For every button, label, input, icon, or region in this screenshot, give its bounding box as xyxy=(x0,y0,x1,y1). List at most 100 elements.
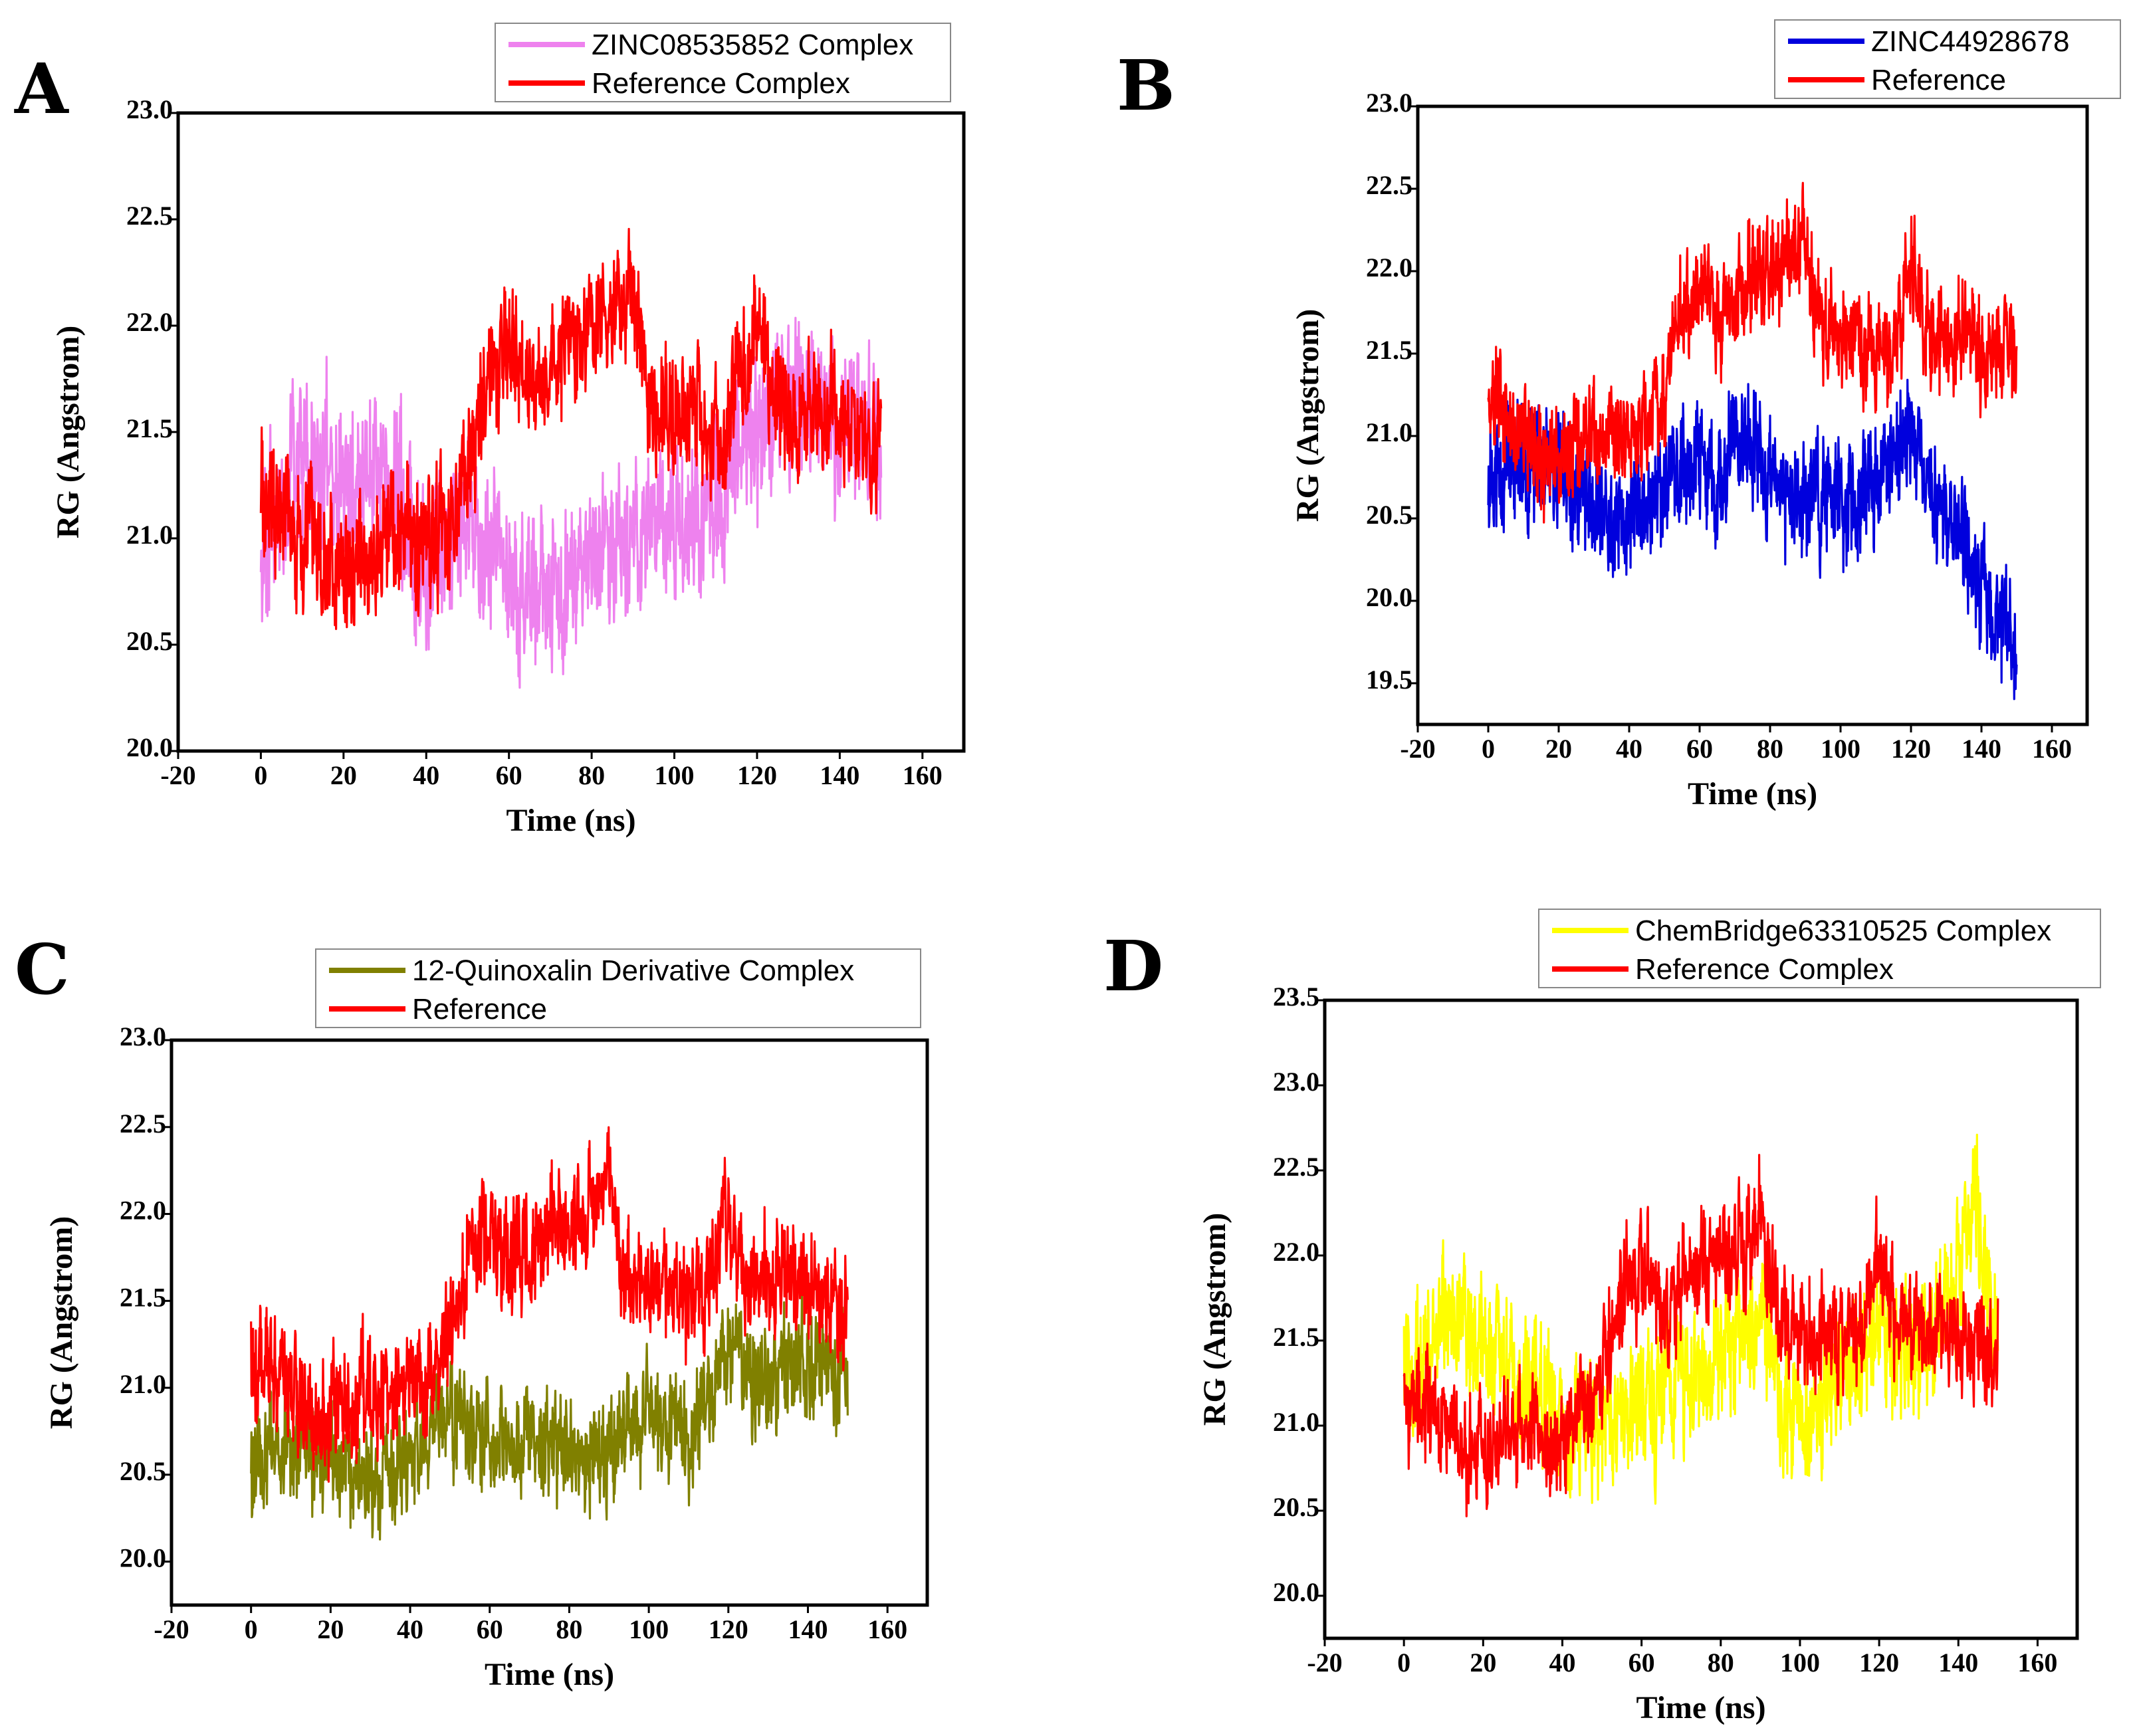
y-tick-label: 22.5 xyxy=(1366,170,1412,200)
panel-b: B -20 0 20 40 60 80 100 120 140 160 19.5 20.0 20.5 21… xyxy=(1117,19,2121,812)
x-tick-label: 100 xyxy=(655,760,695,790)
legend-label: ZINC08535852 Complex xyxy=(592,29,913,61)
y-tick-label: 20.0 xyxy=(120,1543,166,1573)
x-tick-label: 40 xyxy=(1616,734,1642,764)
y-axis-title: RG (Angstrom) xyxy=(51,326,86,538)
plot-frame xyxy=(1323,998,2079,1640)
plot-area: -20 0 20 40 60 80 100 120 140 160 20.0 20.5 21.0 21.5… xyxy=(1273,982,2079,1678)
panel-c: C -20 0 20 40 60 80 100 120 140 160 20.0 20.5 21.0 21… xyxy=(15,928,929,1692)
y-axis-title: RG (Angstrom) xyxy=(1290,309,1325,522)
y-axis-title: RG (Angstrom) xyxy=(1197,1213,1232,1426)
x-tick-label: 120 xyxy=(1859,1648,1899,1678)
x-tick-label: 40 xyxy=(1549,1648,1575,1678)
x-axis-title: Time (ns) xyxy=(1636,1690,1765,1725)
plot-area: -20 0 20 40 60 80 100 120 140 160 20.0 20.5 21.0 21.5… xyxy=(120,1022,929,1644)
series-line xyxy=(259,227,883,631)
plot-frame xyxy=(169,1038,929,1607)
series-group xyxy=(250,1126,849,1541)
y-tick-label: 21.0 xyxy=(126,520,173,550)
x-tick-label: 0 xyxy=(1482,734,1495,764)
x-tick-label: 120 xyxy=(709,1614,748,1644)
plot-area: -20 0 20 40 60 80 100 120 140 160 20.0 20.5 21.0 21.5… xyxy=(126,94,966,790)
legend-label: Reference xyxy=(1871,64,2006,96)
series-line xyxy=(250,1126,849,1483)
x-tick-label: 140 xyxy=(1938,1648,1978,1678)
panel-d: D -20 0 20 40 60 80 100 120 140 160 20.0 20.5 21.0 21… xyxy=(1103,909,2101,1725)
y-tick-label: 22.5 xyxy=(126,201,173,231)
x-axis-title: Time (ns) xyxy=(1688,776,1817,812)
x-tick-label: 140 xyxy=(788,1614,828,1644)
x-tick-label: -20 xyxy=(1307,1648,1342,1678)
y-tick-label: 23.0 xyxy=(120,1022,166,1051)
x-tick-label: 20 xyxy=(317,1614,344,1644)
x-tick-label: 120 xyxy=(1891,734,1931,764)
x-tick-label: 80 xyxy=(578,760,605,790)
legend-label: 12-Quinoxalin Derivative Complex xyxy=(412,954,854,987)
y-tick-label: 22.5 xyxy=(120,1109,166,1139)
x-tick-label: 160 xyxy=(903,760,943,790)
x-tick-label: 160 xyxy=(2032,734,2072,764)
panel-label: D xyxy=(1103,925,1163,1007)
panel-label: A xyxy=(14,48,69,130)
y-tick-label: 22.0 xyxy=(120,1196,166,1226)
y-tick-label: 21.0 xyxy=(120,1369,166,1399)
y-tick-label: 21.5 xyxy=(126,413,173,443)
series-line xyxy=(250,1287,849,1541)
x-tick-label: 100 xyxy=(629,1614,669,1644)
x-tick-label: 0 xyxy=(245,1614,258,1644)
legend-label: Reference xyxy=(412,993,547,1026)
y-tick-label: 21.5 xyxy=(1273,1322,1319,1352)
legend-label: ZINC44928678 xyxy=(1871,25,2069,58)
y-axis-title: RG (Angstrom) xyxy=(44,1216,79,1429)
y-tick-label: 20.5 xyxy=(126,626,173,656)
x-tick-label: 60 xyxy=(1686,734,1713,764)
x-tick-label: 100 xyxy=(1821,734,1860,764)
x-tick-label: -20 xyxy=(160,760,195,790)
x-tick-label: 160 xyxy=(867,1614,907,1644)
plot-frame xyxy=(1416,104,2089,726)
series-line xyxy=(1403,1154,1999,1517)
y-tick-label: 23.0 xyxy=(1366,88,1412,118)
x-tick-label: 60 xyxy=(1629,1648,1655,1678)
x-tick-label: 120 xyxy=(737,760,777,790)
x-tick-label: 40 xyxy=(397,1614,423,1644)
x-tick-label: 20 xyxy=(1470,1648,1496,1678)
x-tick-label: 140 xyxy=(820,760,859,790)
y-tick-label: 20.5 xyxy=(1273,1492,1319,1522)
x-axis-title: Time (ns) xyxy=(485,1657,614,1692)
y-tick-label: 20.0 xyxy=(1273,1577,1319,1607)
y-tick-label: 21.5 xyxy=(1366,335,1412,365)
plot-area: -20 0 20 40 60 80 100 120 140 160 19.5 20.0 20.5 21.0… xyxy=(1366,88,2089,764)
y-tick-label: 23.5 xyxy=(1273,982,1319,1012)
x-tick-label: 20 xyxy=(1545,734,1572,764)
x-tick-label: 20 xyxy=(330,760,357,790)
y-tick-label: 20.0 xyxy=(126,732,173,762)
x-axis-title: Time (ns) xyxy=(506,803,635,838)
y-tick-label: 22.0 xyxy=(1366,253,1412,282)
legend: 12-Quinoxalin Derivative Complex Referen… xyxy=(315,948,921,1028)
legend-label: Reference Complex xyxy=(1635,953,1894,986)
y-tick-label: 23.0 xyxy=(126,94,173,124)
legend: ZINC44928678 Reference xyxy=(1774,19,2121,99)
series-group xyxy=(1487,181,2018,701)
x-tick-label: 100 xyxy=(1780,1648,1820,1678)
x-tick-label: 80 xyxy=(1708,1648,1734,1678)
x-tick-label: 60 xyxy=(477,1614,503,1644)
y-tick-label: 20.5 xyxy=(1366,500,1412,530)
x-tick-label: 160 xyxy=(2017,1648,2057,1678)
panel-label: C xyxy=(15,928,70,1010)
x-tick-label: 60 xyxy=(496,760,522,790)
x-tick-label: 80 xyxy=(556,1614,582,1644)
panel-label: B xyxy=(1117,45,1175,126)
y-tick-label: 22.0 xyxy=(126,307,173,337)
x-tick-label: -20 xyxy=(154,1614,189,1644)
series-line xyxy=(1487,181,2018,524)
panel-a: A -20 0 20 40 60 80 100 120 140 160 20.0 20.5 21.0 21… xyxy=(14,23,966,838)
x-tick-label: 0 xyxy=(254,760,267,790)
y-tick-label: 22.5 xyxy=(1273,1152,1319,1182)
y-tick-label: 20.0 xyxy=(1366,582,1412,612)
series-group xyxy=(259,227,883,689)
x-tick-label: -20 xyxy=(1400,734,1435,764)
x-tick-label: 80 xyxy=(1757,734,1783,764)
